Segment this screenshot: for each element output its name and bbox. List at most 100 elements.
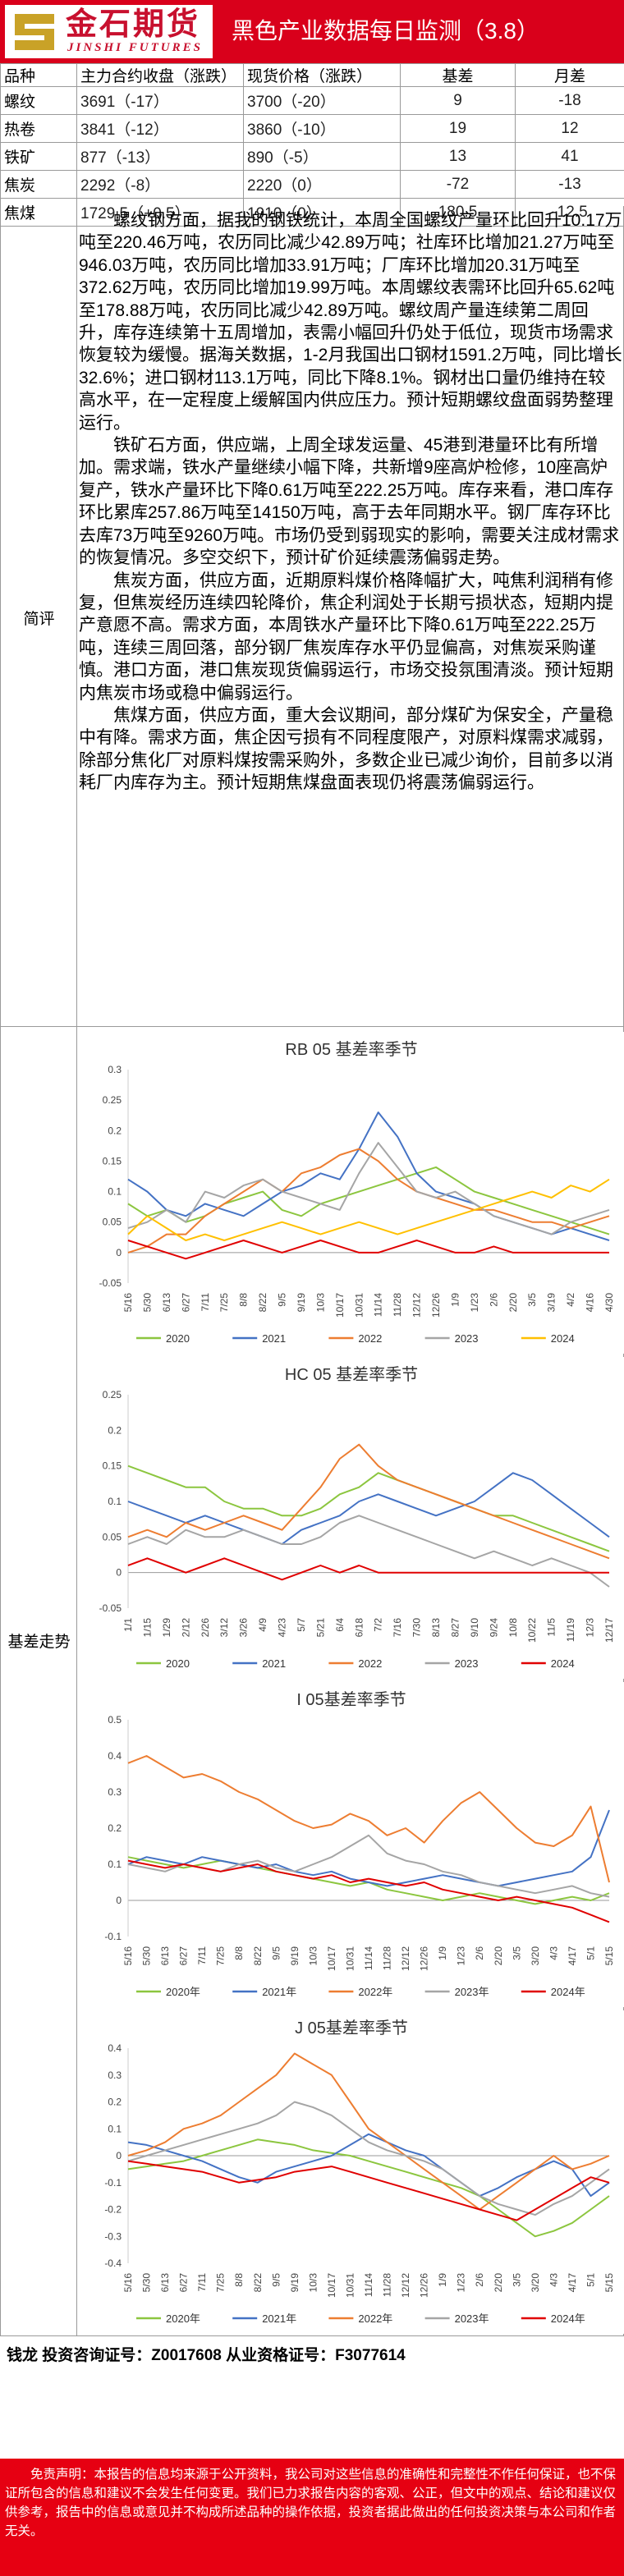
y-tick-label: 0.05 — [103, 1531, 122, 1542]
y-tick-label: 0.5 — [108, 1714, 122, 1726]
basis-section: 基差走势 RB 05 基差率季节 -0.05 0 0.05 0.1 0.15 0.2 0.25… — [0, 1027, 624, 2336]
y-tick-label: -0.05 — [99, 1277, 122, 1289]
x-tick-label: 11/14 — [363, 2273, 374, 2297]
x-tick-label: 6/13 — [159, 2273, 171, 2293]
x-tick-label: 5/16 — [122, 2273, 134, 2293]
y-tick-label: -0.3 — [104, 2230, 122, 2242]
series-line — [127, 1443, 610, 1560]
series-line — [127, 1856, 610, 1905]
spread-value: -12.5 — [515, 198, 624, 227]
x-tick-label: 11/28 — [392, 1293, 403, 1317]
x-tick-label: 5/16 — [122, 1293, 134, 1313]
series-line — [127, 1240, 609, 1260]
chart-rb05-svg: RB 05 基差率季节 -0.05 0 0.05 0.1 0.15 0.2 0.25 0.3 5/… — [99, 1040, 615, 1345]
x-tick-label: 2/20 — [493, 2273, 504, 2293]
x-tick-label: 10/22 — [526, 1618, 538, 1643]
legend-label: 2020年 — [166, 2312, 200, 2325]
futures-close: 3841（-12） — [76, 114, 244, 143]
legend-label: 2022 — [358, 1332, 382, 1345]
x-tick-label: 2/20 — [493, 1946, 504, 1966]
x-tick-label: 1/9 — [437, 1946, 448, 1960]
series-line — [127, 1472, 610, 1545]
x-tick-label: 12/12 — [400, 2273, 411, 2298]
jinshi-logo-icon — [15, 14, 54, 50]
x-tick-label: 9/19 — [296, 1293, 307, 1313]
x-tick-label: 11/5 — [546, 1618, 557, 1637]
legend-label: 2020 — [166, 1332, 190, 1345]
x-tick-label: 10/3 — [314, 1293, 326, 1313]
chart-hc05-basis: HC 05 基差率季节 -0.05 0 0.05 0.1 0.15 0.2 0.25 1/1 1/… — [79, 1357, 624, 1679]
series-line — [127, 1557, 609, 1581]
x-tick-label: 7/11 — [196, 1946, 208, 1965]
chart-title: J 05基差率季节 — [295, 2019, 408, 2037]
y-tick-label: 0.25 — [103, 1094, 122, 1106]
table-row: 焦炭 2292（-8） 2220（0） -72 -13 — [0, 170, 624, 199]
x-tick-label: 10/31 — [344, 2273, 356, 2298]
x-tick-label: 9/19 — [289, 1946, 301, 1966]
series-line — [127, 1464, 610, 1552]
x-tick-label: 5/16 — [122, 1946, 134, 1966]
y-tick-label: 0.3 — [108, 1064, 122, 1075]
x-tick-label: 3/5 — [526, 1293, 538, 1307]
x-tick-label: 7/11 — [196, 2273, 208, 2292]
y-tick-label: -0.05 — [99, 1602, 122, 1614]
col-header-spot: 现货价格（涨跌） — [243, 63, 401, 87]
chart-rb05-basis: RB 05 基差率季节 -0.05 0 0.05 0.1 0.15 0.2 0.25 0.3 5/… — [79, 1032, 624, 1354]
futures-close: 877（-13） — [76, 142, 244, 171]
spot-price: 3860（-10） — [243, 114, 401, 143]
price-table: 品种 主力合约收盘（涨跌） 现货价格（涨跌） 基差 月差 螺纹 3691（-17… — [0, 63, 624, 227]
x-tick-label: 5/1 — [585, 2273, 596, 2287]
x-tick-label: 6/13 — [161, 1293, 172, 1313]
x-tick-label: 3/5 — [511, 1946, 522, 1960]
comment-label-cell: 简评 — [1, 206, 77, 1026]
y-tick-label: 0.2 — [108, 1822, 122, 1834]
x-tick-label: 3/19 — [546, 1293, 557, 1313]
x-tick-label: 10/3 — [307, 2273, 319, 2293]
x-tick-label: 4/3 — [548, 1946, 559, 1960]
comment-paragraph-coke: 焦炭方面，供应方面，近期原料煤价格降幅扩大，吨焦利润稍有修复，但焦炭经历连续四轮… — [79, 571, 613, 703]
table-row: 铁矿 877（-13） 890（-5） 13 41 — [0, 142, 624, 171]
table-row: 焦煤 1729.5（+0.5） 1910（0） 180.5 -12.5 — [0, 198, 624, 227]
variety-name: 热卷 — [0, 114, 77, 143]
legend-label: 2024 — [551, 1332, 575, 1345]
x-tick-label: 4/3 — [548, 2273, 559, 2287]
chart-title: RB 05 基差率季节 — [285, 1040, 417, 1059]
series-line — [127, 1834, 610, 1898]
x-tick-label: 7/25 — [215, 2273, 227, 2293]
x-tick-label: 9/5 — [277, 1293, 288, 1307]
comment-paragraph-rebar: 螺纹钢方面，据我的钢铁统计，本周全国螺纹产量环比回升10.17万吨至220.46… — [79, 211, 622, 433]
x-tick-label: 4/17 — [567, 2273, 578, 2293]
x-tick-label: 8/22 — [252, 2273, 264, 2293]
x-tick-label: 8/22 — [257, 1293, 268, 1313]
y-tick-label: -0.4 — [104, 2257, 122, 2269]
legend-label: 2024年 — [551, 2312, 585, 2325]
x-tick-label: 10/8 — [507, 1618, 519, 1638]
x-tick-label: 9/10 — [469, 1618, 480, 1638]
disclaimer-text: 免责声明：本报告的信息均来源于公开资料，我公司对这些信息的准确性和完整性不作任何… — [5, 2468, 617, 2538]
x-tick-label: 10/31 — [353, 1293, 365, 1318]
x-tick-label: 4/16 — [585, 1293, 596, 1313]
legend-label: 2023年 — [455, 2312, 489, 2325]
x-tick-label: 8/13 — [430, 1618, 442, 1638]
table-row: 螺纹 3691（-17） 3700（-20） 9 -18 — [0, 86, 624, 115]
x-tick-label: 5/21 — [314, 1618, 326, 1638]
y-tick-label: -0.1 — [104, 2177, 122, 2189]
series-line — [127, 2133, 610, 2198]
x-tick-label: 5/30 — [141, 2273, 153, 2293]
x-tick-label: 2/20 — [507, 1293, 519, 1313]
comment-paragraph-iron-ore: 铁矿石方面，供应端，上周全球发运量、45港到港量环比有所增加。需求端，铁水产量继… — [79, 436, 620, 568]
legend-label: 2020年 — [166, 1986, 200, 1998]
report-header: 金石期货 JINSHI FUTURES 黑色产业数据每日监测（3.8） — [0, 0, 624, 63]
x-tick-label: 6/13 — [159, 1946, 171, 1966]
x-tick-label: 10/31 — [344, 1946, 356, 1971]
spot-price: 2220（0） — [243, 170, 401, 199]
y-tick-label: 0.2 — [108, 1424, 122, 1436]
basis-value: 19 — [400, 114, 516, 143]
brand-logo: 金石期货 JINSHI FUTURES — [5, 5, 213, 58]
series-line — [127, 2101, 610, 2216]
comment-text: 螺纹钢方面，据我的钢铁统计，本周全国螺纹产量环比回升10.17万吨至220.46… — [79, 209, 622, 795]
x-tick-label: 1/23 — [469, 1293, 480, 1313]
legend-label: 2023年 — [455, 1986, 489, 1998]
x-tick-label: 3/20 — [530, 1946, 541, 1966]
x-tick-label: 4/23 — [277, 1618, 288, 1638]
